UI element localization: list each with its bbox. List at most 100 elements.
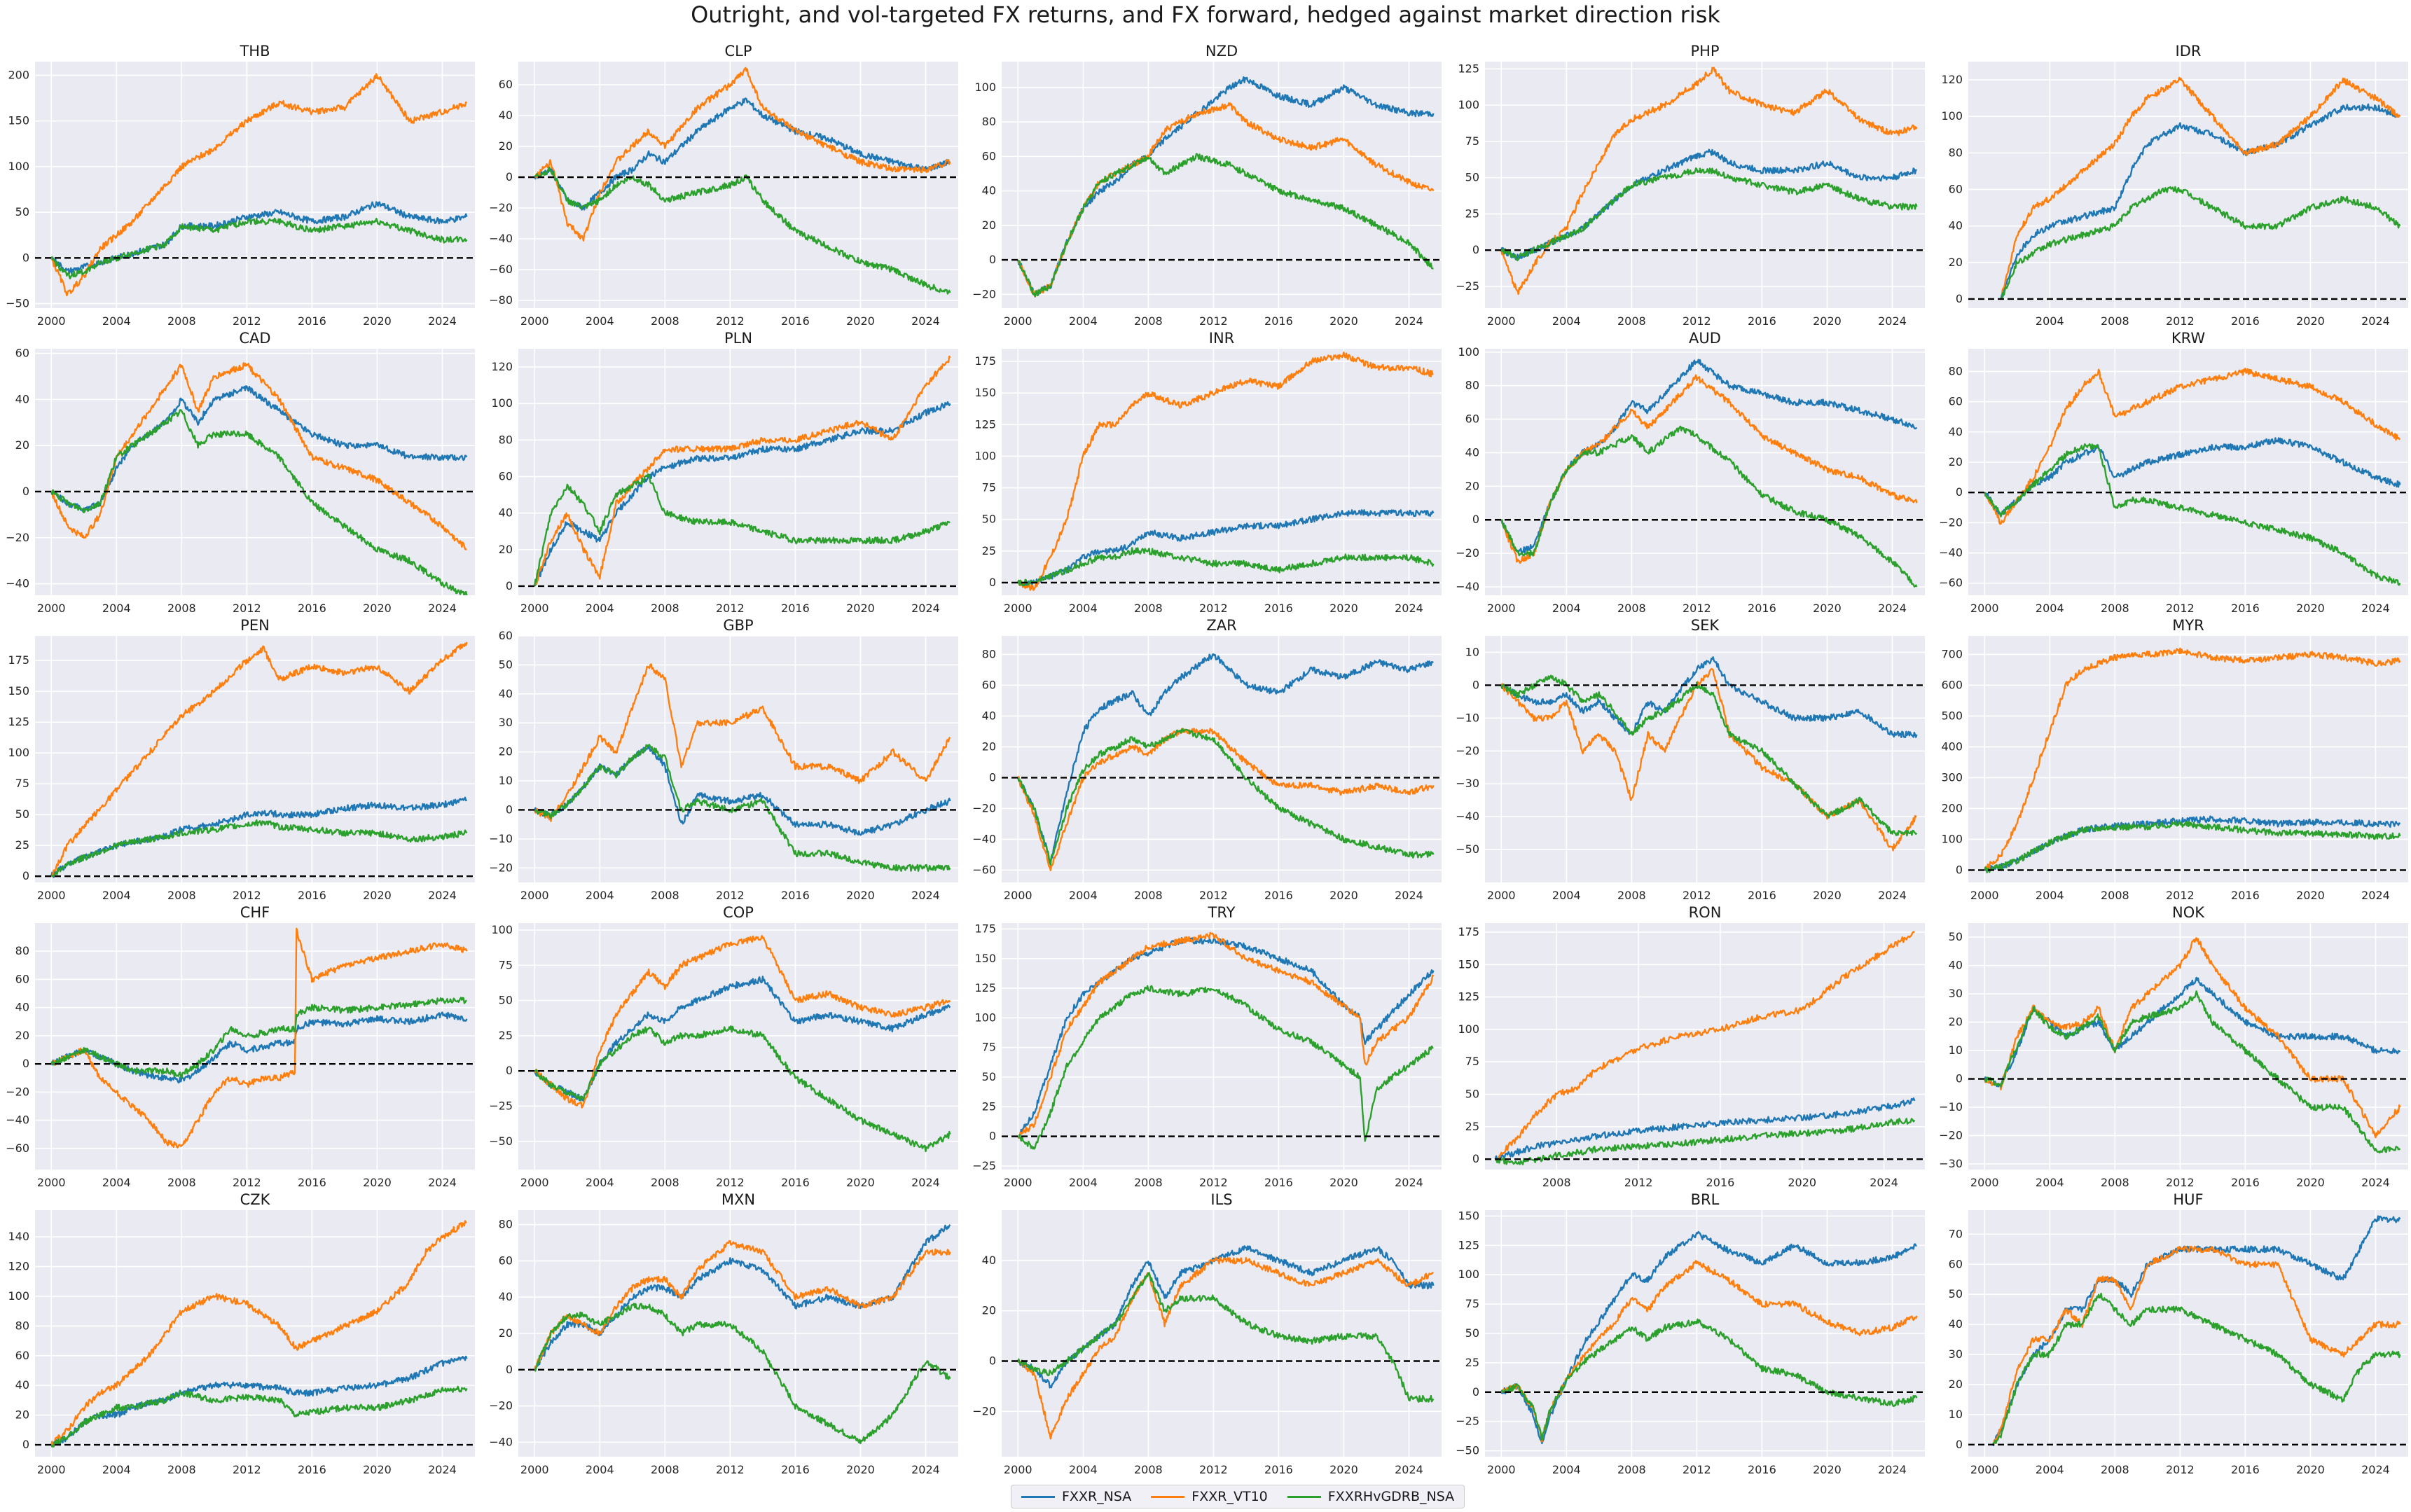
panel-ron: 2008 2012 2016 2020 2024 0 25 50 75 100 125 150 175 R… (1458, 904, 1925, 1189)
x-tick-label: 2020 (363, 1463, 392, 1476)
x-tick-label: 2008 (2101, 314, 2129, 328)
y-tick-label: 125 (8, 715, 29, 728)
series-group (1984, 367, 2401, 586)
y-tick-label: −40 (1456, 810, 1479, 823)
x-tick-label: 2012 (716, 1176, 745, 1189)
x-tick-label: 2020 (1329, 1463, 1358, 1476)
x-tick-label: 2016 (298, 602, 326, 615)
y-tick-label: −10 (489, 832, 513, 845)
series-line-fxxr-vt10 (1500, 67, 1918, 296)
y-tick-label: −50 (6, 296, 29, 310)
x-tick-label: 2000 (1004, 1463, 1032, 1476)
x-tick-label: 2012 (1624, 1176, 1653, 1189)
y-tick-label: 20 (982, 219, 996, 232)
y-tick-label: 125 (1458, 990, 1479, 1004)
y-tick-label: 20 (15, 438, 29, 452)
y-tick-label: 75 (1465, 1055, 1479, 1068)
x-tick-label: 2024 (1870, 1176, 1898, 1189)
series-group (534, 355, 951, 587)
y-tick-label: −50 (1456, 842, 1479, 856)
y-tick-label: 40 (499, 109, 513, 122)
series-line-fxxr-vt10 (1984, 647, 2401, 871)
x-tick-label: 2016 (781, 1463, 810, 1476)
y-tick-label: −20 (489, 1399, 513, 1413)
panel-title: GBP (723, 617, 753, 634)
panel-title: SEK (1691, 617, 1720, 634)
panel-czk: 2000 2004 2008 2012 2016 2020 2024 0 20 40 60 80 100… (8, 1191, 475, 1476)
plot-area (1968, 923, 2408, 1170)
y-tick-label: 50 (982, 1070, 996, 1083)
x-tick-label: 2004 (102, 1176, 131, 1189)
panel-krw: 2000 2004 2008 2012 2016 2020 2024 −60 −40 −20 0 20… (1939, 330, 2408, 615)
x-tick-label: 2004 (1552, 314, 1581, 328)
series-line-fxxr-vt10 (1494, 931, 1915, 1161)
y-tick-label: 0 (506, 1363, 513, 1376)
series-line-fxxr-nsa (1500, 1230, 1917, 1445)
y-tick-label: 150 (8, 684, 29, 698)
y-tick-label: 125 (1458, 1238, 1479, 1251)
legend-item-fxxrhvgdrb-nsa: FXXRHvGDRB_NSA (1287, 1489, 1454, 1504)
series-group (1991, 1215, 2401, 1447)
series-line-fxxr-vt10 (1984, 937, 2401, 1139)
y-tick-label: 0 (1472, 513, 1479, 526)
legend-swatch-fxxrhvgdrb-nsa (1287, 1495, 1321, 1498)
plot-area (1002, 62, 1442, 308)
panel-title: CHF (240, 904, 270, 921)
series-group (50, 927, 468, 1149)
y-tick-label: −40 (1456, 580, 1479, 593)
x-tick-label: 2024 (1878, 1463, 1907, 1476)
x-tick-label: 2024 (1395, 314, 1423, 328)
x-tick-label: 2016 (2231, 889, 2260, 902)
plot-area (518, 349, 958, 595)
series-group (1017, 76, 1435, 298)
x-tick-label: 2008 (651, 889, 679, 902)
x-tick-label: 2016 (781, 602, 810, 615)
x-tick-label: 2008 (2101, 602, 2129, 615)
y-tick-label: 100 (1941, 832, 1963, 845)
y-tick-label: 500 (1941, 709, 1963, 722)
x-tick-label: 2000 (37, 889, 66, 902)
y-tick-label: 60 (499, 470, 513, 483)
x-tick-label: 2016 (2231, 314, 2260, 328)
x-tick-label: 2024 (2361, 1176, 2390, 1189)
y-tick-label: −20 (1939, 515, 1963, 529)
x-tick-label: 2008 (167, 602, 196, 615)
plot-area (35, 636, 475, 882)
y-tick-label: 20 (1949, 455, 1963, 469)
x-tick-label: 2024 (1878, 889, 1907, 902)
x-tick-label: 2012 (233, 1463, 261, 1476)
x-tick-label: 2024 (911, 314, 940, 328)
panel-cop: 2000 2004 2008 2012 2016 2020 2024 −50 −25 0 25 50 7… (489, 904, 958, 1189)
y-tick-label: 100 (1458, 1268, 1479, 1281)
y-tick-label: 60 (1949, 1257, 1963, 1270)
y-tick-label: 40 (499, 506, 513, 520)
x-tick-label: 2000 (520, 889, 549, 902)
x-tick-label: 2020 (2296, 1176, 2325, 1189)
x-tick-label: 2012 (1683, 602, 1711, 615)
x-tick-label: 2000 (37, 602, 66, 615)
series-line-fxxrhvgdrb-nsa (50, 819, 468, 878)
y-tick-label: 0 (506, 579, 513, 592)
y-tick-label: 60 (982, 678, 996, 691)
x-tick-label: 2020 (363, 314, 392, 328)
y-tick-label: 10 (1465, 645, 1479, 658)
x-tick-label: 2020 (363, 602, 392, 615)
y-tick-label: 20 (15, 1029, 29, 1042)
y-tick-label: −60 (1939, 576, 1963, 590)
panel-title: MYR (2172, 617, 2204, 634)
x-tick-label: 2004 (102, 314, 131, 328)
y-tick-label: −60 (6, 1142, 29, 1155)
y-tick-label: 80 (982, 647, 996, 660)
x-tick-label: 2008 (1617, 602, 1646, 615)
panel-title: THB (239, 43, 270, 60)
series-group (1984, 937, 2401, 1154)
x-tick-label: 2016 (1748, 1463, 1776, 1476)
y-tick-label: 100 (974, 449, 996, 462)
panel-title: PLN (724, 330, 752, 347)
y-tick-label: 80 (499, 433, 513, 446)
x-tick-label: 2024 (428, 602, 457, 615)
x-tick-label: 2024 (911, 889, 940, 902)
series-line-fxxr-vt10 (2001, 76, 2401, 300)
x-tick-label: 2016 (2231, 1176, 2260, 1189)
y-tick-label: 100 (974, 1011, 996, 1024)
